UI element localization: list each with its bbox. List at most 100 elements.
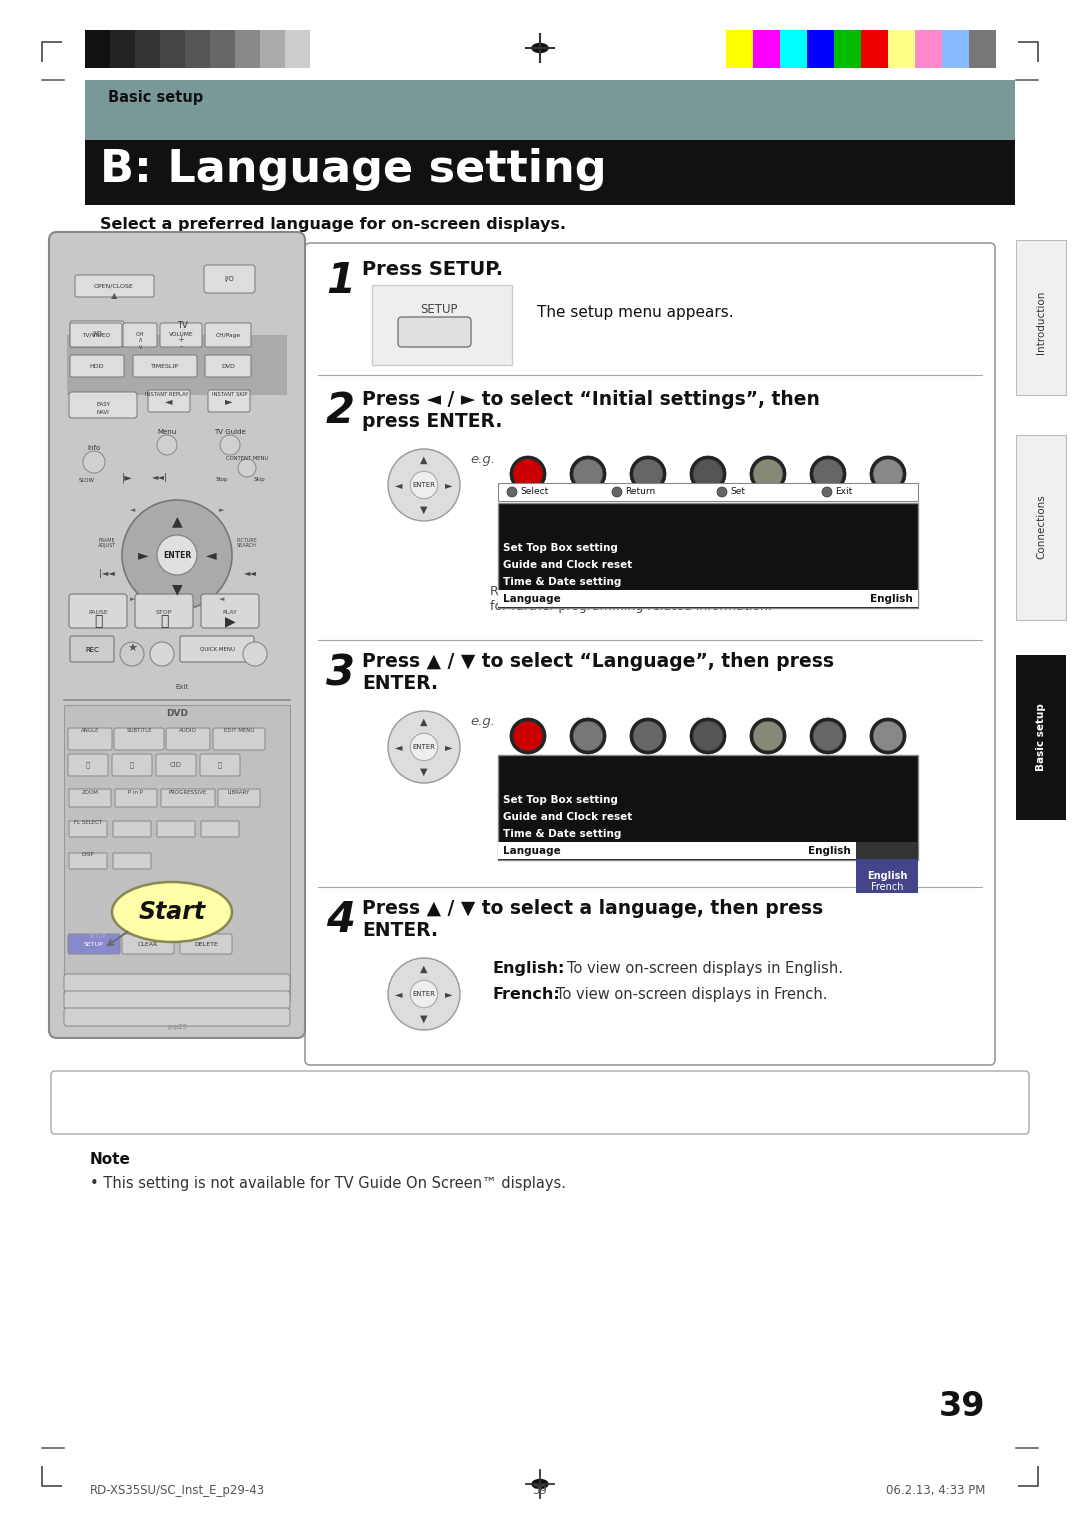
Text: Press ▲ / ▼ to select “Language”, then press: Press ▲ / ▼ to select “Language”, then p… bbox=[362, 652, 834, 671]
FancyBboxPatch shape bbox=[133, 354, 197, 377]
Text: ⬛: ⬛ bbox=[130, 761, 134, 769]
Bar bbox=[285, 31, 310, 69]
Text: ►: ► bbox=[219, 507, 225, 513]
Bar bbox=[969, 31, 996, 69]
FancyBboxPatch shape bbox=[122, 934, 174, 953]
Text: French: French bbox=[870, 882, 903, 892]
Text: CLEAR: CLEAR bbox=[138, 941, 158, 946]
FancyBboxPatch shape bbox=[112, 753, 152, 776]
FancyBboxPatch shape bbox=[305, 243, 995, 1065]
Circle shape bbox=[122, 500, 232, 610]
Circle shape bbox=[410, 471, 437, 498]
Text: “B: Language setting” is complete. Go to “C: Satellite set top box setting” (⇒ p: “B: Language setting” is complete. Go to… bbox=[72, 1097, 677, 1111]
Circle shape bbox=[630, 718, 666, 753]
Circle shape bbox=[717, 487, 727, 497]
FancyBboxPatch shape bbox=[208, 390, 249, 413]
Circle shape bbox=[612, 487, 622, 497]
Text: Select: Select bbox=[519, 487, 549, 497]
Text: ENTER: ENTER bbox=[413, 992, 435, 996]
Text: English:: English: bbox=[492, 961, 565, 976]
Circle shape bbox=[388, 449, 460, 521]
Text: Note: Note bbox=[90, 1152, 131, 1167]
FancyBboxPatch shape bbox=[200, 753, 240, 776]
FancyBboxPatch shape bbox=[180, 636, 254, 662]
Text: 06.2.13, 4:33 PM: 06.2.13, 4:33 PM bbox=[886, 1484, 985, 1497]
Bar bbox=[110, 31, 135, 69]
Text: ZOOM: ZOOM bbox=[82, 790, 98, 795]
Text: Set Top Box setting: Set Top Box setting bbox=[503, 542, 618, 553]
Bar bbox=[498, 590, 918, 608]
Bar bbox=[915, 31, 942, 69]
FancyBboxPatch shape bbox=[69, 821, 107, 837]
Text: ANGLE: ANGLE bbox=[81, 727, 99, 732]
Bar bbox=[942, 31, 969, 69]
Text: PROGRESSIVE: PROGRESSIVE bbox=[168, 790, 207, 795]
Text: AUDIO: AUDIO bbox=[179, 727, 197, 732]
FancyBboxPatch shape bbox=[123, 322, 157, 347]
FancyBboxPatch shape bbox=[160, 322, 202, 347]
Text: PICTURE
SEARCH: PICTURE SEARCH bbox=[237, 538, 257, 549]
Bar bbox=[498, 483, 918, 501]
Text: ►: ► bbox=[226, 396, 233, 406]
Text: English: English bbox=[808, 847, 851, 856]
Text: |►: |► bbox=[122, 472, 133, 483]
Text: ▲: ▲ bbox=[420, 455, 428, 465]
Text: STOP: STOP bbox=[156, 610, 172, 614]
Bar bbox=[498, 503, 918, 608]
Text: To view on-screen displays in French.: To view on-screen displays in French. bbox=[556, 987, 827, 1002]
Text: CONTENT MENU: CONTENT MENU bbox=[226, 455, 268, 460]
Text: ▼: ▼ bbox=[420, 506, 428, 515]
FancyBboxPatch shape bbox=[180, 934, 232, 953]
Bar bbox=[135, 31, 160, 69]
Text: ENTER: ENTER bbox=[413, 744, 435, 750]
FancyBboxPatch shape bbox=[49, 232, 305, 1038]
Bar bbox=[498, 590, 918, 607]
Text: ▶: ▶ bbox=[225, 614, 235, 628]
Text: Basic setup: Basic setup bbox=[1036, 703, 1047, 772]
Text: Skip: Skip bbox=[254, 477, 266, 483]
FancyBboxPatch shape bbox=[157, 821, 195, 837]
Bar bbox=[260, 31, 285, 69]
Circle shape bbox=[220, 435, 240, 455]
FancyBboxPatch shape bbox=[399, 316, 471, 347]
Circle shape bbox=[238, 458, 256, 477]
Circle shape bbox=[750, 455, 786, 492]
Text: e.g.: e.g. bbox=[470, 715, 495, 727]
Text: ◄: ◄ bbox=[206, 549, 216, 562]
FancyBboxPatch shape bbox=[205, 322, 251, 347]
Text: ►: ► bbox=[130, 596, 135, 602]
Bar bbox=[372, 286, 512, 365]
Circle shape bbox=[573, 721, 603, 750]
Text: P in P: P in P bbox=[129, 790, 144, 795]
Text: DISP: DISP bbox=[82, 851, 94, 857]
Text: ENTER: ENTER bbox=[413, 481, 435, 487]
FancyBboxPatch shape bbox=[114, 788, 157, 807]
Text: Select a preferred language for on-screen displays.: Select a preferred language for on-scree… bbox=[100, 217, 566, 232]
Circle shape bbox=[388, 958, 460, 1030]
Text: ★: ★ bbox=[127, 643, 137, 654]
Text: Stop: Stop bbox=[216, 477, 228, 483]
Text: FL SELECT: FL SELECT bbox=[73, 819, 103, 825]
Text: INSTANT SKIP: INSTANT SKIP bbox=[213, 393, 247, 397]
Text: SUBTITLE: SUBTITLE bbox=[126, 727, 152, 732]
Text: ►: ► bbox=[137, 549, 148, 562]
Circle shape bbox=[810, 455, 846, 492]
Text: 2: 2 bbox=[326, 390, 355, 432]
Text: Press SETUP.: Press SETUP. bbox=[362, 260, 503, 280]
Circle shape bbox=[822, 487, 832, 497]
Circle shape bbox=[873, 458, 903, 489]
Text: ∧: ∧ bbox=[137, 338, 143, 342]
Ellipse shape bbox=[112, 882, 232, 941]
FancyBboxPatch shape bbox=[69, 594, 127, 628]
Circle shape bbox=[570, 455, 606, 492]
Text: DVD: DVD bbox=[166, 709, 188, 718]
Bar bbox=[235, 31, 260, 69]
Circle shape bbox=[83, 451, 105, 474]
Text: ∨: ∨ bbox=[137, 344, 143, 350]
FancyBboxPatch shape bbox=[201, 821, 239, 837]
Bar bbox=[498, 755, 918, 860]
Text: ►: ► bbox=[445, 743, 453, 752]
Text: CH: CH bbox=[136, 333, 145, 338]
FancyBboxPatch shape bbox=[135, 594, 193, 628]
Text: 4: 4 bbox=[326, 898, 355, 941]
